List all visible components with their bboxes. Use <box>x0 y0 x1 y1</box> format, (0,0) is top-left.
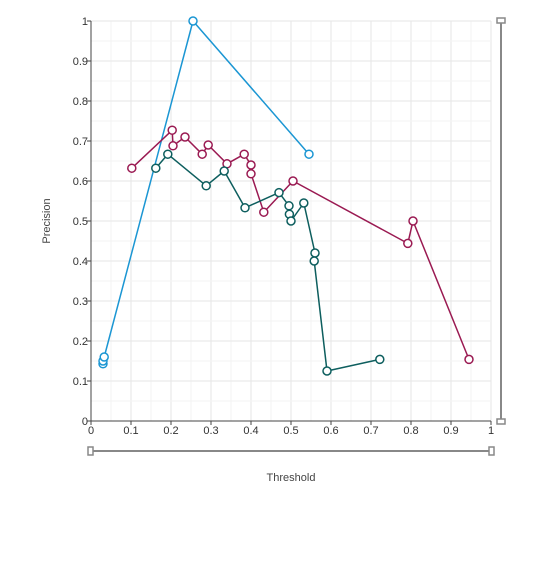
data-point[interactable] <box>127 163 137 173</box>
y-tick-label: 0.9 <box>73 56 88 68</box>
x-tick-label: 0.3 <box>203 425 218 437</box>
data-point[interactable] <box>403 238 413 249</box>
x-tick-label: 0.8 <box>403 425 418 437</box>
data-point[interactable] <box>299 198 309 208</box>
data-point[interactable] <box>167 125 177 135</box>
y-tick-label: 0.1 <box>73 376 88 388</box>
data-point[interactable] <box>259 207 269 217</box>
data-point[interactable] <box>464 354 474 365</box>
data-point[interactable] <box>284 201 294 211</box>
x-tick-label: 0.4 <box>243 425 258 437</box>
data-point[interactable] <box>163 149 173 159</box>
x-tick-label: 0.1 <box>123 425 138 437</box>
x-tick-label: 0 <box>88 425 94 437</box>
x-axis-title: Threshold <box>267 472 316 484</box>
x-tick-label: 0.7 <box>363 425 378 437</box>
y-tick-label: 0.2 <box>73 336 88 348</box>
data-point[interactable] <box>180 132 190 142</box>
x-tick-label: 0.2 <box>163 425 178 437</box>
data-point[interactable] <box>304 149 314 159</box>
y-tick-label: 0.4 <box>73 256 88 268</box>
data-point[interactable] <box>197 149 207 159</box>
series-1 <box>98 16 314 369</box>
y-tick-label: 0.8 <box>73 96 88 108</box>
x-tick-label: 0.9 <box>443 425 458 437</box>
data-point[interactable] <box>99 352 109 362</box>
series-layer <box>98 16 474 376</box>
y-tick-label: 0 <box>82 416 88 428</box>
data-point[interactable] <box>151 163 161 173</box>
x-slider-left-handle[interactable] <box>87 446 94 456</box>
data-point[interactable] <box>310 248 320 258</box>
tick-labels: 0 0.1 0.2 0.3 0.4 0.5 0.6 0.7 0.8 0.9 1 0 0.1 0.2 0.3 0… <box>73 16 494 437</box>
x-slider-right-handle[interactable] <box>488 446 495 456</box>
y-range-slider[interactable] <box>496 17 506 425</box>
grid <box>90 20 492 422</box>
y-slider-bottom-handle[interactable] <box>496 418 506 425</box>
y-slider-top-handle[interactable] <box>496 17 506 24</box>
data-point[interactable] <box>201 181 211 191</box>
data-point[interactable] <box>240 203 250 213</box>
series-2 <box>127 125 474 365</box>
data-point[interactable] <box>322 366 332 376</box>
series-3 <box>151 149 385 376</box>
y-axis-title: Precision <box>41 198 53 243</box>
axes <box>87 20 492 425</box>
data-point[interactable] <box>203 140 213 150</box>
y-tick-label: 0.7 <box>73 136 88 148</box>
data-point[interactable] <box>239 149 249 159</box>
data-point[interactable] <box>274 187 284 198</box>
series-line <box>131 129 470 360</box>
data-point[interactable] <box>375 354 385 365</box>
x-tick-label: 0.5 <box>283 425 298 437</box>
data-point[interactable] <box>288 176 298 186</box>
y-tick-label: 0.3 <box>73 296 88 308</box>
y-tick-label: 0.6 <box>73 176 88 188</box>
data-point[interactable] <box>286 216 296 226</box>
data-point[interactable] <box>219 166 229 176</box>
data-point[interactable] <box>188 16 198 26</box>
y-tick-label: 0.5 <box>73 216 88 228</box>
y-tick-label: 1 <box>82 16 88 28</box>
data-point[interactable] <box>246 160 256 170</box>
series-line <box>155 153 380 372</box>
data-point[interactable] <box>246 169 256 179</box>
x-range-slider[interactable] <box>87 446 495 456</box>
x-tick-label: 1 <box>488 425 494 437</box>
data-point[interactable] <box>309 256 319 266</box>
data-point[interactable] <box>408 216 418 226</box>
x-tick-label: 0.6 <box>323 425 338 437</box>
data-point[interactable] <box>168 141 178 151</box>
